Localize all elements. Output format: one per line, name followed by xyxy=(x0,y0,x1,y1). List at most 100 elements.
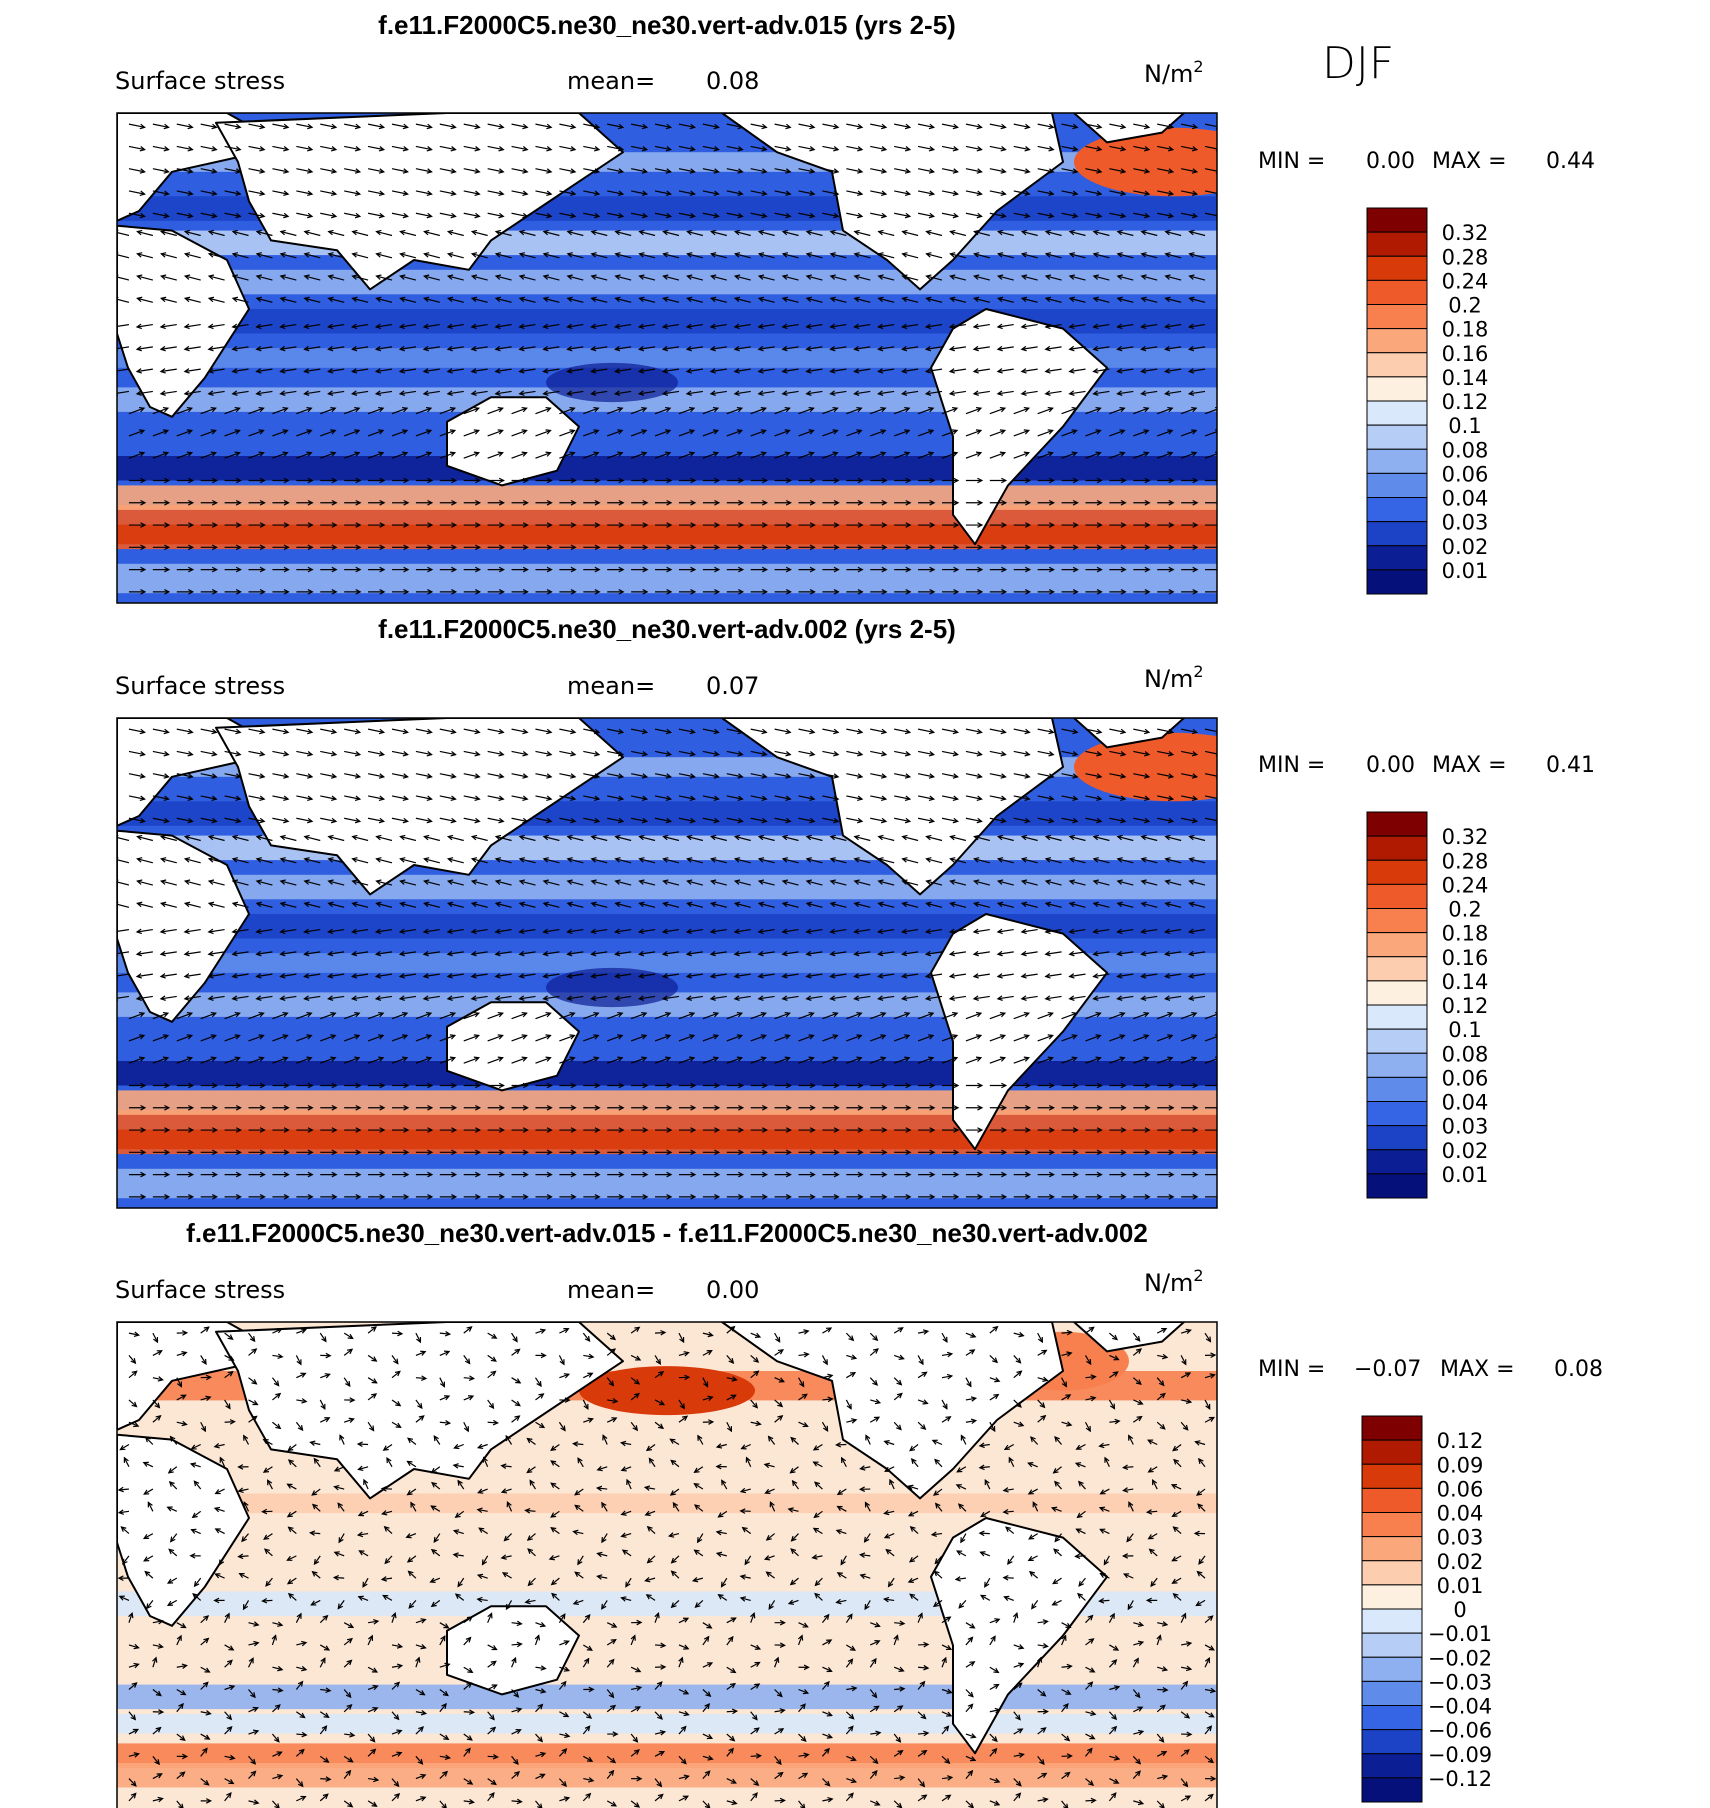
colorbar-swatch xyxy=(1366,207,1428,233)
colorbar-tick-label: 0.12 xyxy=(1442,994,1489,1018)
colorbar-swatch xyxy=(1361,1729,1423,1755)
colorbar-swatch xyxy=(1366,1173,1428,1199)
landmass xyxy=(215,1322,624,1500)
mean-value: 0.08 xyxy=(706,67,759,95)
colorbar-swatch xyxy=(1366,569,1428,595)
colorbar-tick-label: 0.06 xyxy=(1442,1066,1489,1090)
wind-stress-vectors xyxy=(117,1325,1217,1808)
continent-outlines xyxy=(117,718,1185,1151)
colorbar: 0.320.280.240.20.180.160.140.120.10.080.… xyxy=(1366,207,1489,595)
panel-3: f.e11.F2000C5.ne30_ne30.vert-adv.015 - f… xyxy=(115,1218,1603,1808)
continent-outlines xyxy=(117,1322,1185,1755)
colorbar-tick-label: 0.03 xyxy=(1442,511,1489,535)
landmass xyxy=(117,1433,250,1627)
landmass xyxy=(721,1322,1064,1500)
colorbar-swatch xyxy=(1361,1753,1423,1779)
colorbar-tick-label: 0.12 xyxy=(1437,1429,1484,1453)
colorbar-swatch xyxy=(1366,956,1428,982)
colorbar-tick-label: 0.28 xyxy=(1442,245,1489,269)
colorbar-swatch xyxy=(1366,1028,1428,1054)
mean-value: 0.07 xyxy=(706,672,759,700)
colorbar-tick-label: 0.2 xyxy=(1448,294,1481,318)
colorbar-swatch xyxy=(1366,376,1428,402)
colorbar-tick-label: 0.12 xyxy=(1442,390,1489,414)
colorbar-tick-label: 0.01 xyxy=(1437,1574,1484,1598)
colorbar-tick-label: 0.28 xyxy=(1442,849,1489,873)
units-label: N/m2 xyxy=(1144,1266,1204,1297)
colorbar-swatch xyxy=(1366,1149,1428,1175)
colorbar-swatch xyxy=(1366,908,1428,934)
wind-stress-vectors xyxy=(117,123,1217,595)
map-frame xyxy=(116,112,1218,604)
map-frame xyxy=(116,1321,1218,1808)
landmass xyxy=(721,718,1064,896)
colorbar-tick-label: 0.08 xyxy=(1442,1042,1489,1066)
colorbar-tick-label: 0.02 xyxy=(1442,535,1489,559)
continent-outlines xyxy=(117,113,1185,546)
colorbar-swatch xyxy=(1366,1052,1428,1078)
colorbar-tick-label: 0.32 xyxy=(1442,825,1489,849)
colorbar-swatch xyxy=(1366,521,1428,547)
colorbar-tick-label: 0.32 xyxy=(1442,221,1489,245)
landmass xyxy=(1073,1322,1185,1353)
colorbar-tick-label: 0.02 xyxy=(1442,1139,1489,1163)
landmass xyxy=(930,1517,1108,1755)
colorbar-swatch xyxy=(1366,424,1428,450)
colorbar-swatch xyxy=(1366,304,1428,330)
landmass xyxy=(1073,113,1185,144)
variable-label: Surface stress xyxy=(115,1276,285,1304)
colorbar-tick-label: 0.04 xyxy=(1442,487,1489,511)
colorbar-swatch xyxy=(1366,859,1428,885)
min-label: MIN = xyxy=(1258,753,1325,778)
colorbar-swatch xyxy=(1361,1705,1423,1731)
landmass xyxy=(446,396,580,487)
colorbar-swatch xyxy=(1366,835,1428,861)
units-label: N/m2 xyxy=(1144,662,1204,693)
colorbar-swatch xyxy=(1366,980,1428,1006)
colorbar-tick-label: 0.03 xyxy=(1437,1526,1484,1550)
colorbar: 0.320.280.240.20.180.160.140.120.10.080.… xyxy=(1366,811,1489,1199)
colorbar-swatch xyxy=(1366,1125,1428,1151)
colorbar-tick-label: −0.02 xyxy=(1428,1646,1492,1670)
colorbar-tick-label: −0.03 xyxy=(1428,1670,1492,1694)
colorbar-tick-label: −0.06 xyxy=(1428,1719,1492,1743)
colorbar-swatch xyxy=(1361,1560,1423,1586)
colorbar-swatch xyxy=(1366,883,1428,909)
panel-1: f.e11.F2000C5.ne30_ne30.vert-adv.015 (yr… xyxy=(115,10,1595,604)
min-label: MIN = xyxy=(1258,1357,1325,1382)
colorbar-swatch xyxy=(1361,1512,1423,1538)
colorbar-tick-label: 0.01 xyxy=(1442,559,1489,583)
panel-title: f.e11.F2000C5.ne30_ne30.vert-adv.015 - f… xyxy=(186,1218,1148,1248)
colorbar-swatch xyxy=(1361,1680,1423,1706)
colorbar-tick-label: 0.04 xyxy=(1442,1091,1489,1115)
mean-label: mean= xyxy=(567,67,655,95)
colorbar-swatch xyxy=(1366,1101,1428,1127)
colorbar-swatch xyxy=(1366,328,1428,354)
season-label: DJF xyxy=(1322,38,1394,89)
colorbar-tick-label: 0.18 xyxy=(1442,318,1489,342)
colorbar-tick-label: −0.04 xyxy=(1428,1695,1492,1719)
colorbar-tick-label: 0.16 xyxy=(1442,342,1489,366)
units-label: N/m2 xyxy=(1144,57,1204,88)
colorbar-swatch xyxy=(1366,1076,1428,1102)
variable-label: Surface stress xyxy=(115,67,285,95)
colorbar-swatch xyxy=(1361,1632,1423,1658)
landmass xyxy=(446,1001,580,1092)
landmass xyxy=(721,113,1064,291)
min-value: 0.00 xyxy=(1366,149,1415,174)
colorbar-tick-label: 0.03 xyxy=(1442,1115,1489,1139)
colorbar-tick-label: 0.1 xyxy=(1448,414,1481,438)
colorbar-tick-label: 0.24 xyxy=(1442,269,1489,293)
colorbar-swatch xyxy=(1366,279,1428,305)
colorbar-tick-label: 0.16 xyxy=(1442,946,1489,970)
colorbar-swatch xyxy=(1366,352,1428,378)
colorbar-swatch xyxy=(1366,497,1428,523)
max-value: 0.41 xyxy=(1546,753,1595,778)
colorbar-tick-label: 0.06 xyxy=(1442,462,1489,486)
colorbar-swatch xyxy=(1361,1439,1423,1465)
colorbar-swatch xyxy=(1366,448,1428,474)
colorbar-tick-label: 0.1 xyxy=(1448,1018,1481,1042)
colorbar-tick-label: 0.14 xyxy=(1442,366,1489,390)
colorbar-swatch xyxy=(1361,1777,1423,1803)
